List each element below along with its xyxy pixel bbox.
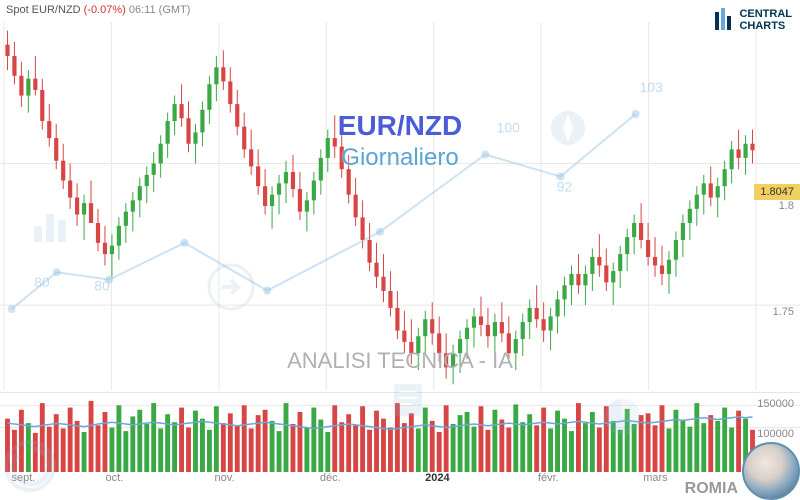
- x-axis-label: oct.: [106, 472, 124, 484]
- x-axis-label: 2024: [425, 472, 449, 484]
- x-axis-label: mars: [643, 472, 667, 484]
- watermark-compass-icon: [548, 108, 588, 148]
- logo-line2: CHARTS: [739, 20, 792, 32]
- timestamp: 06:11 (GMT): [129, 4, 191, 16]
- y-label-1.8: 1.8: [779, 200, 794, 212]
- x-axis: sept.oct.nov.déc.2024févr.mars: [0, 472, 800, 492]
- change-pct: (-0.07%): [84, 4, 126, 16]
- svg-text:100: 100: [497, 119, 521, 135]
- x-axis-label: déc.: [320, 472, 341, 484]
- svg-text:80: 80: [94, 278, 110, 294]
- price-chart[interactable]: 80 80 100 92 103: [0, 22, 800, 390]
- avatar-icon: [742, 442, 800, 500]
- x-axis-label: nov.: [215, 472, 235, 484]
- watermark-doc-icon: [388, 380, 428, 420]
- x-axis-label: févr.: [538, 472, 559, 484]
- vol-y-100k: 100000: [757, 428, 794, 440]
- vol-y-150k: 150000: [757, 398, 794, 410]
- watermark-bars-icon: [28, 200, 76, 248]
- svg-text:103: 103: [639, 79, 663, 95]
- svg-text:80: 80: [34, 274, 50, 290]
- svg-text:92: 92: [557, 178, 573, 194]
- watermark-arrow-icon: [206, 262, 256, 312]
- y-label-1.75: 1.75: [773, 306, 794, 318]
- instrument-label: Spot EUR/NZD: [6, 4, 81, 16]
- current-price-tag: 1.8047: [754, 184, 800, 200]
- watermark-refresh-icon: [2, 438, 58, 494]
- watermark-pie-icon: [600, 395, 644, 439]
- chart-header: Spot EUR/NZD (-0.07%) 06:11 (GMT): [6, 4, 190, 16]
- logo-icon: [715, 8, 735, 32]
- romia-label: ROMIA: [685, 480, 738, 498]
- brand-logo: CENTRALCHARTS: [715, 8, 792, 32]
- logo-line1: CENTRAL: [739, 8, 792, 20]
